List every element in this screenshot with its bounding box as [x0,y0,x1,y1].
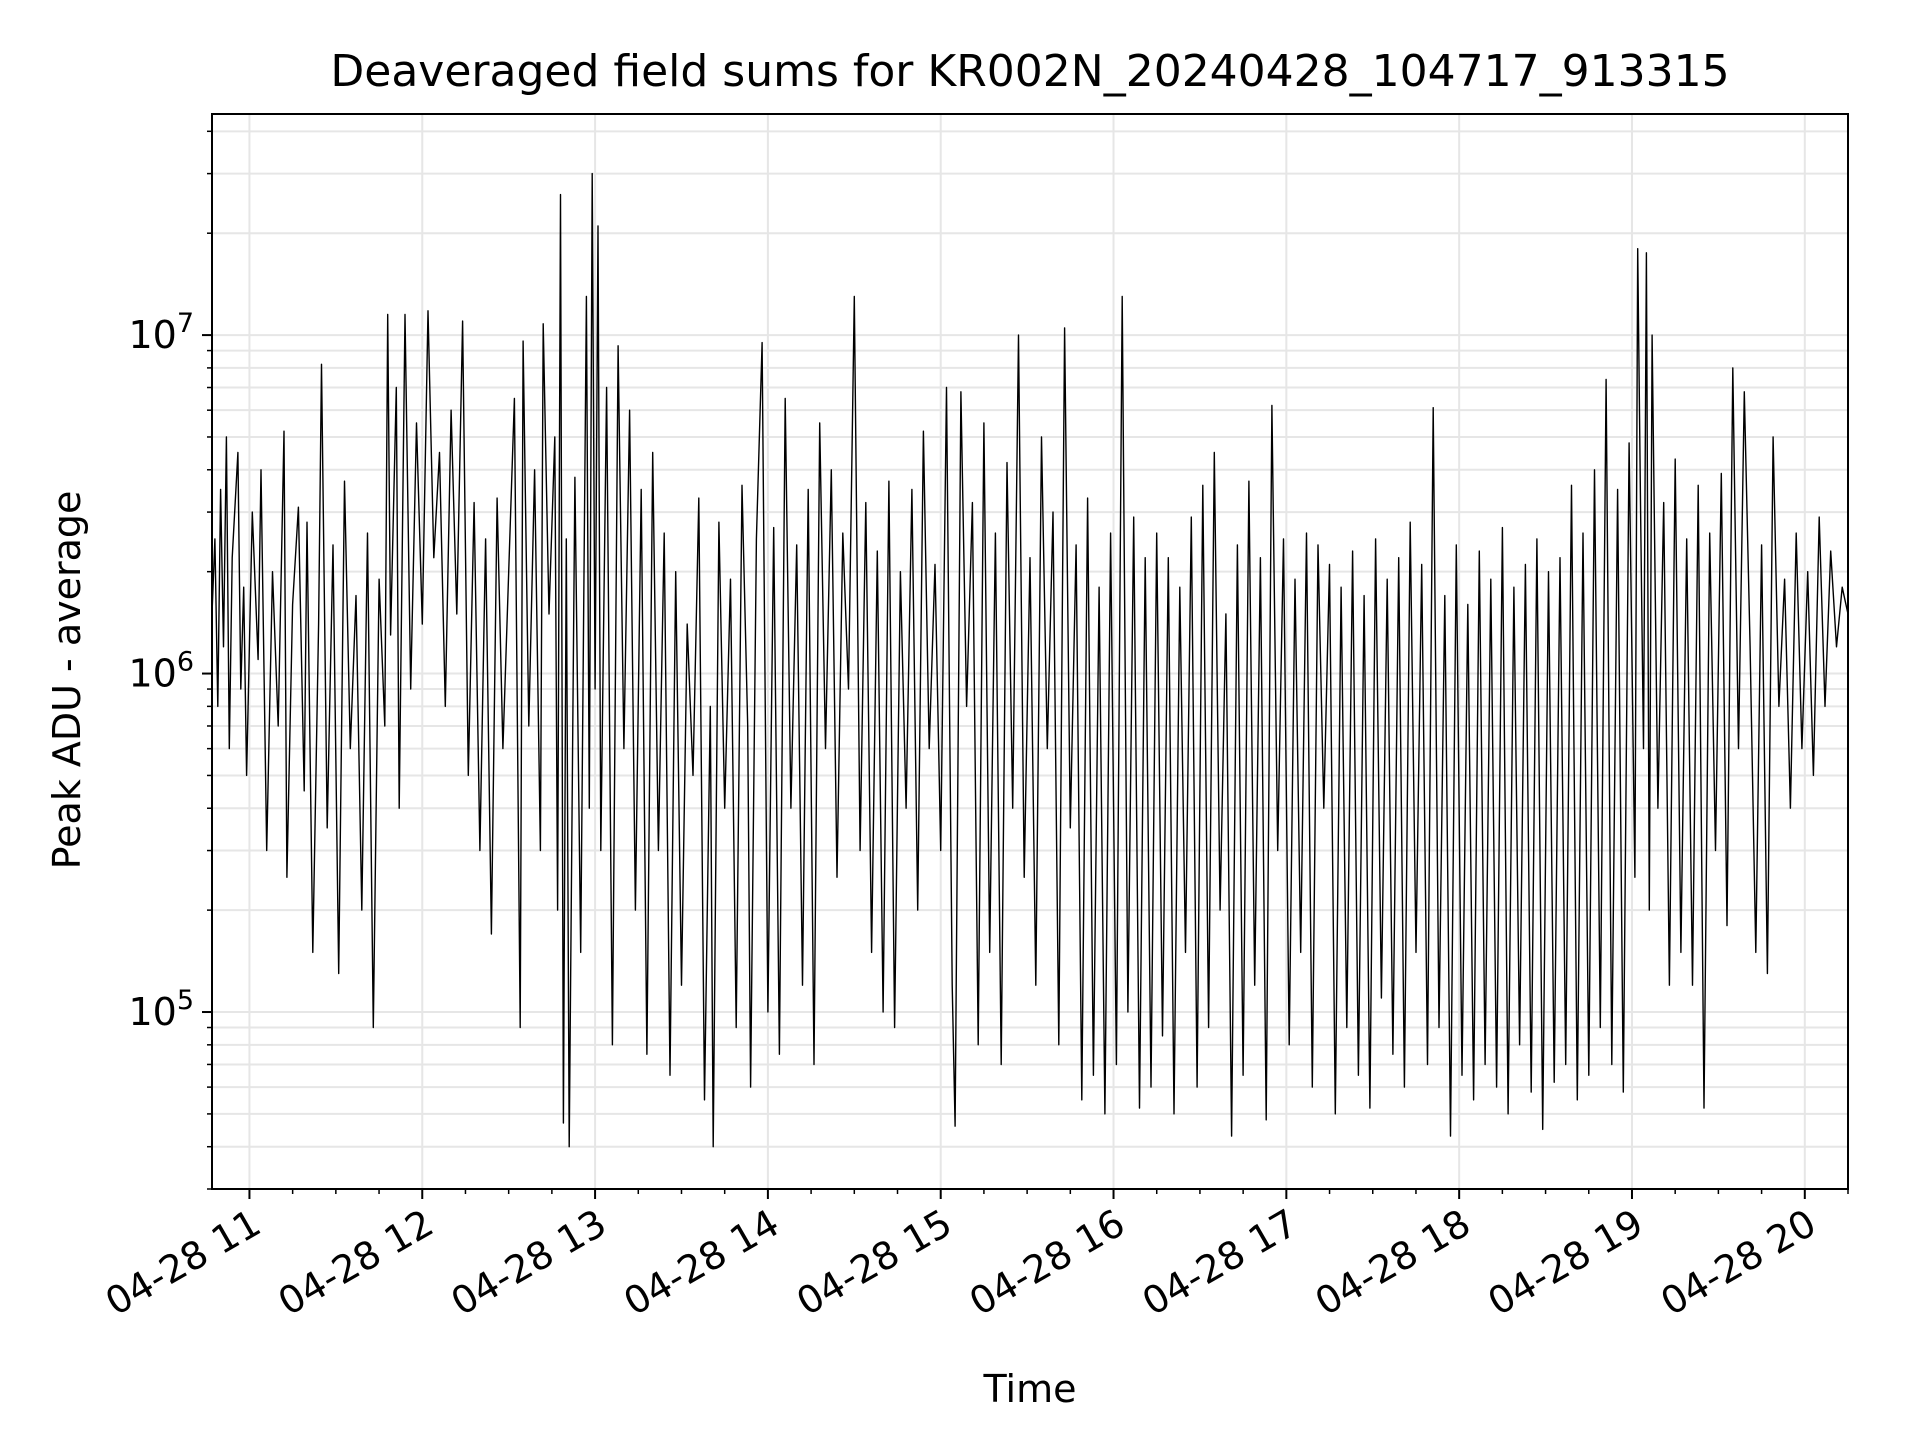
grid [212,114,1848,1190]
y-tick-label: 105 [128,985,194,1034]
series-layer [211,172,1849,1148]
y-axis-label: Peak ADU - average [45,491,89,870]
y-tick-label: 106 [128,647,194,696]
y-axis: 105 106 107 [128,130,212,1190]
plot-frame [211,113,1849,1190]
chart-title: Deaveraged field sums for KR002N_2024042… [330,46,1729,97]
x-axis-label: Time [983,1367,1077,1411]
series-line [211,172,1849,1148]
y-tick-label: 107 [128,308,194,357]
